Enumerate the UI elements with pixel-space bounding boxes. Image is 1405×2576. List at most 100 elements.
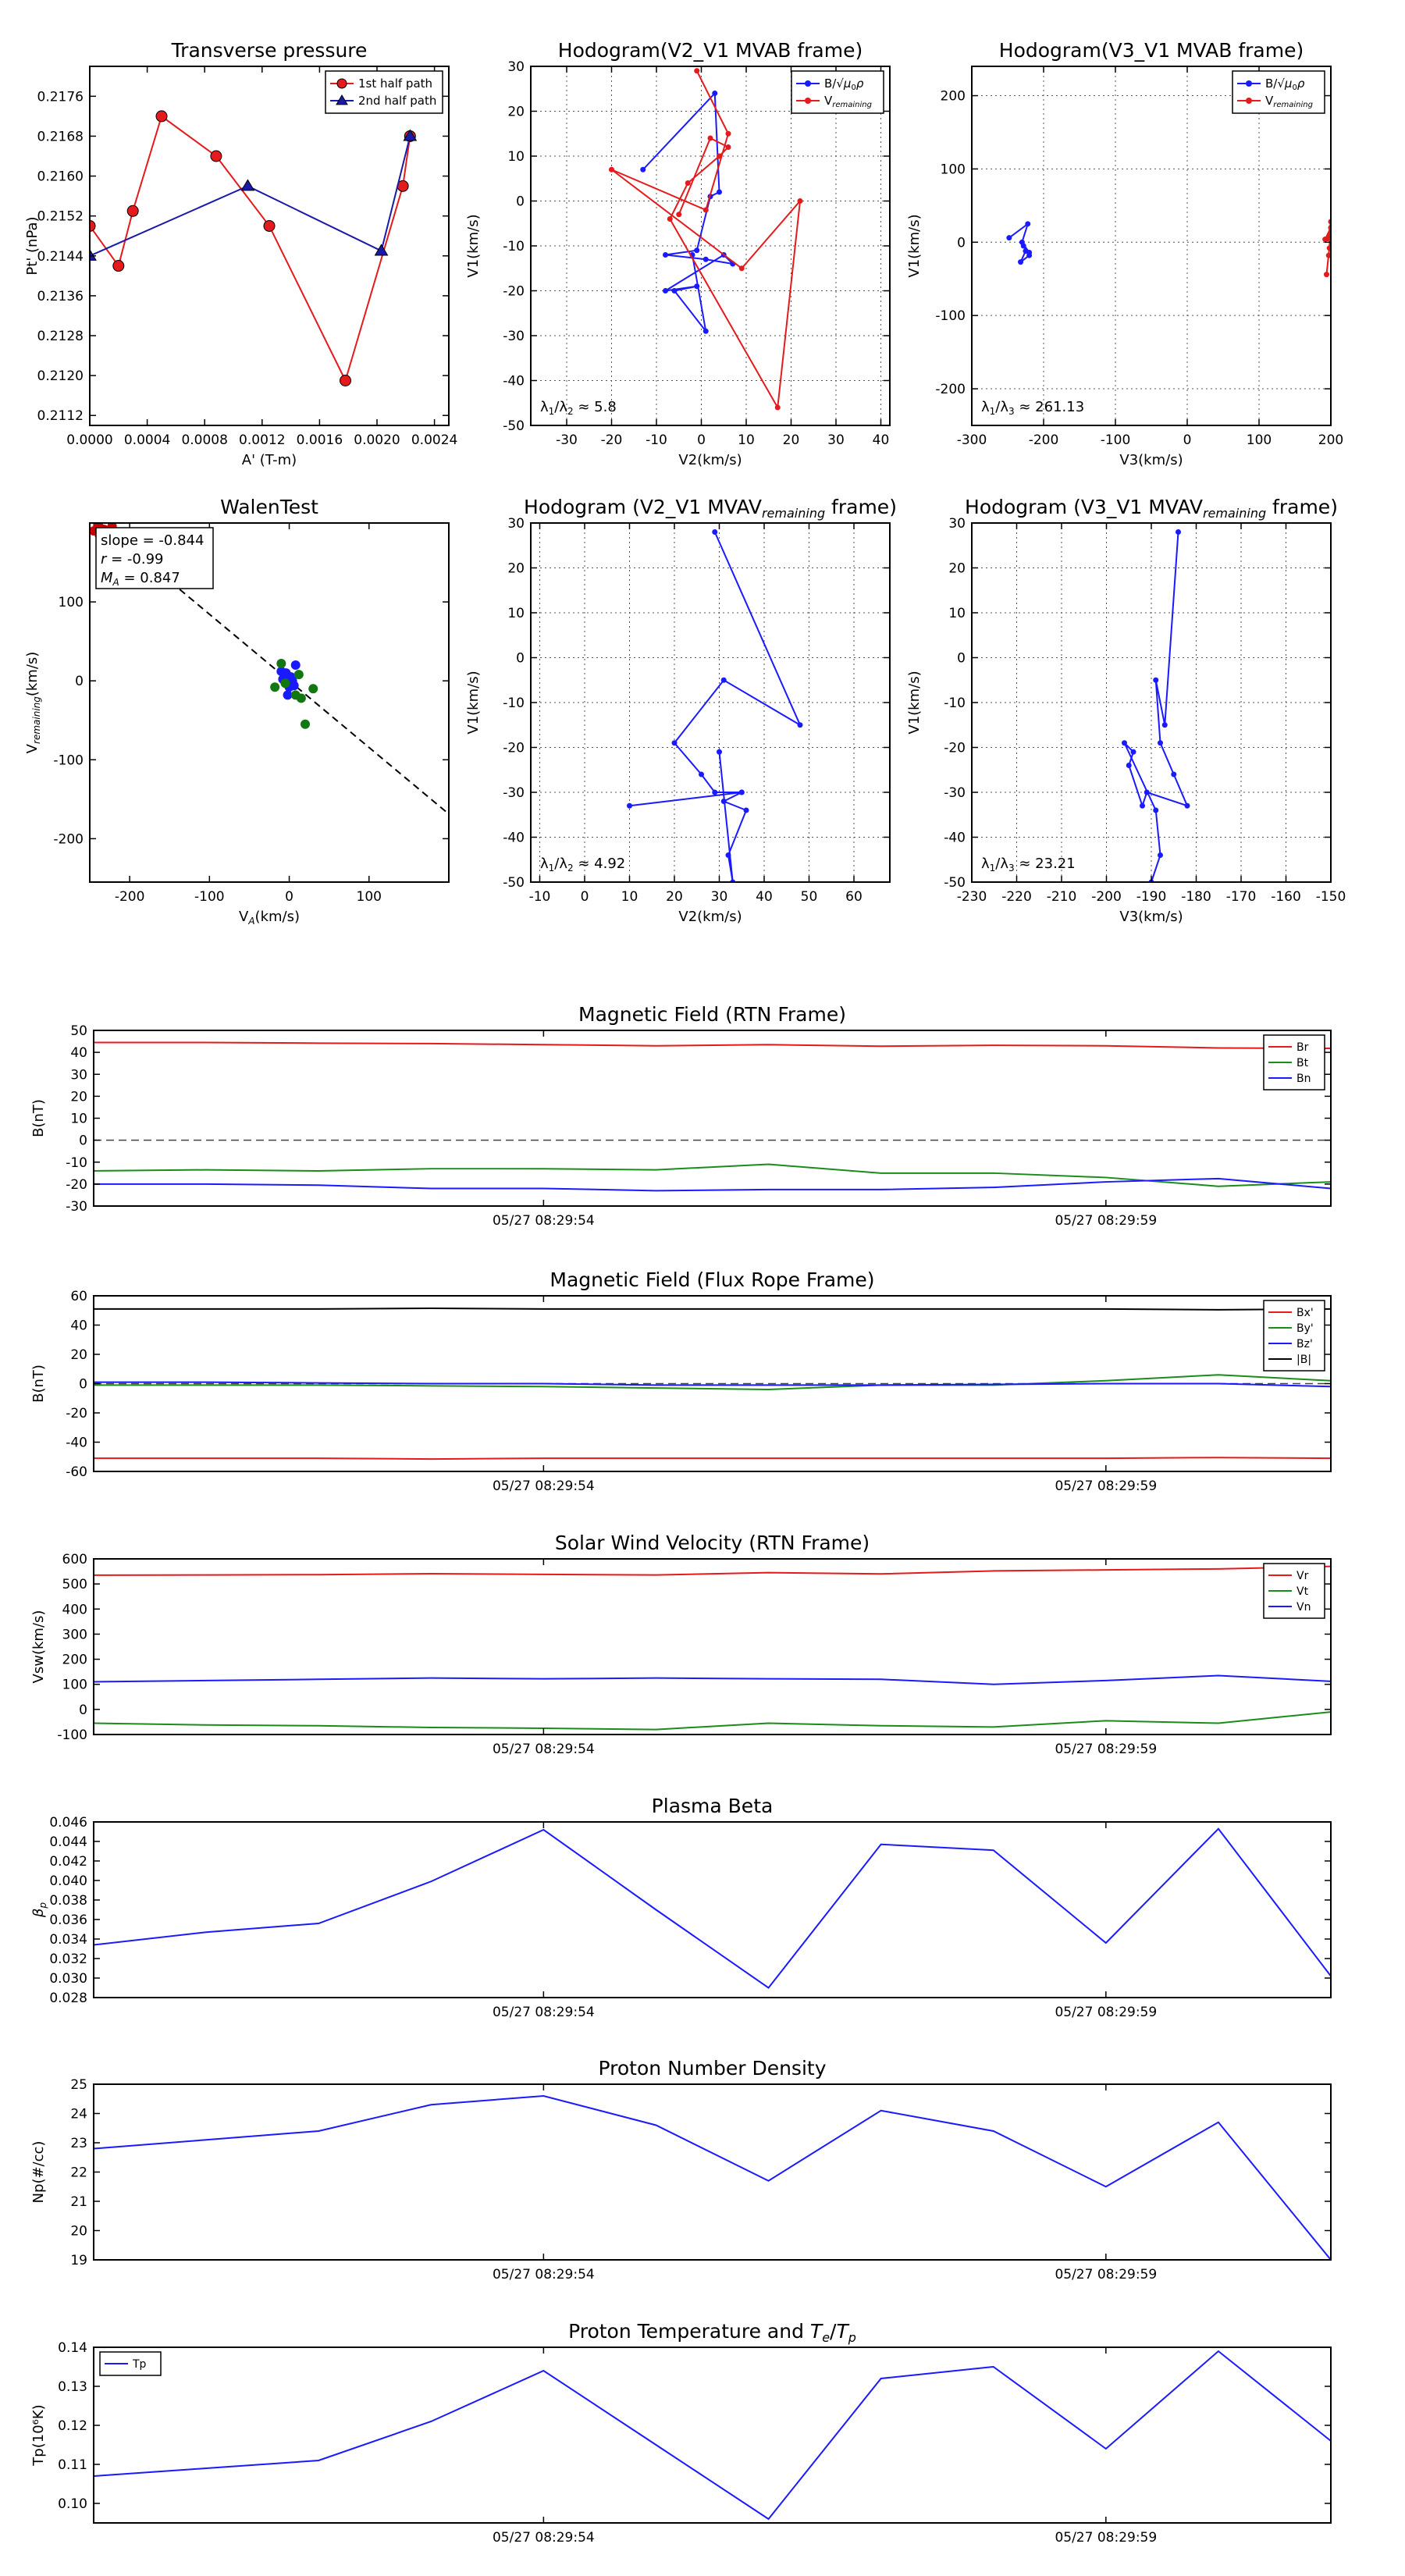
y-tick-label: 0 (516, 194, 525, 210)
y-tick-label: 20 (70, 1089, 87, 1105)
stats-box (95, 527, 214, 589)
data-point (293, 670, 304, 680)
series-bt-line (94, 1163, 1331, 1187)
y-tick-label: 21 (70, 2194, 87, 2210)
y-tick-label: 0.040 (49, 1873, 87, 1889)
x-tick-label: -170 (1226, 889, 1257, 905)
y-axis-label: Tp(10⁶K) (30, 2404, 47, 2466)
chart-t4: 05/27 08:29:54 05/27 08:29:59 0.028 0.030 0.… (30, 1795, 1332, 2020)
chart-t5: 05/27 08:29:54 05/27 08:29:59 19 20 21 22 23 24… (30, 2057, 1332, 2282)
data-point (1023, 248, 1029, 254)
y-tick-label: -20 (503, 284, 525, 300)
data-point (1140, 802, 1145, 809)
y-tick-label: 22 (70, 2165, 87, 2181)
y-tick-label: 0 (75, 674, 84, 689)
legend: 1st half path 2nd half path (325, 70, 443, 114)
legend-entry: Vt (1297, 1585, 1309, 1598)
x-axis-label: V2(km/s) (678, 452, 742, 468)
series-vremaining-line (610, 70, 802, 411)
y-tick-label: -40 (503, 831, 525, 846)
x-tick-label: 0.0012 (239, 432, 285, 448)
x-tick-label: 200 (1318, 432, 1343, 448)
x-tick-label: -160 (1271, 889, 1301, 905)
data-point (797, 198, 803, 204)
y-axis-label: Vsw(km/s) (30, 1610, 47, 1684)
grid-lines (531, 66, 890, 426)
chart-p6: -230 -220 -210 -200 -190 -180 -170 -160 -150-50-… (906, 496, 1346, 925)
x-axis-label: V3(km/s) (1119, 452, 1183, 468)
x-tick-label: 0.0008 (181, 432, 227, 448)
data-point (663, 252, 668, 258)
legend-entry: Bz' (1297, 1338, 1313, 1350)
x-tick-label: 0 (581, 889, 589, 905)
x-tick-label: 0 (285, 889, 293, 905)
y-tick-label: -100 (53, 753, 84, 768)
y-tick-label: 20 (507, 561, 525, 577)
data-point (725, 852, 731, 858)
legend-entry: 2nd half path (358, 94, 436, 108)
y-tick-label: 100 (59, 595, 84, 610)
y-tick-label: 10 (70, 1112, 87, 1127)
series-group (1006, 219, 1331, 278)
legend: Br Bt Bn (1263, 1034, 1325, 1091)
x-tick-label: 100 (357, 889, 382, 905)
data-point (276, 667, 286, 677)
legend-entry: Vn (1297, 1601, 1311, 1614)
data-point (720, 799, 727, 804)
eigenvalue-ratio-label: λ1/λ3 ≈ 23.21 (981, 856, 1076, 873)
y-tick-label: -40 (66, 1436, 87, 1451)
stats-line: slope = -0.844 (101, 532, 204, 549)
y-tick-label: -10 (503, 696, 525, 711)
y-axis-label: Np(#/cc) (30, 2141, 47, 2204)
x-tick-label: 50 (801, 889, 818, 905)
y-axis-label: V1(km/s) (906, 671, 923, 734)
legend: Tp (99, 2351, 162, 2376)
y-tick-label: -50 (944, 875, 966, 891)
x-tick-label: 0.0016 (297, 432, 343, 448)
chart-t6: 05/27 08:29:54 05/27 08:29:59 0.10 0.11 0.12… (30, 2320, 1332, 2546)
y-tick-label: -30 (503, 329, 525, 344)
x-tick-label: 30 (827, 432, 845, 448)
x-tick-label: 05/27 08:29:59 (1055, 2005, 1157, 2020)
y-tick-label: 40 (70, 1318, 87, 1334)
y-tick-label: 23 (70, 2136, 87, 2151)
y-tick-label: 20 (70, 1347, 87, 1363)
eigenvalue-ratio-label: λ1/λ2 ≈ 5.8 (540, 399, 617, 417)
x-tick-label: 40 (756, 889, 773, 905)
x-tick-label: 05/27 08:29:59 (1055, 1478, 1157, 1494)
data-point (286, 673, 297, 683)
plot-frame (93, 2083, 1332, 2261)
series-tp-line (94, 2350, 1331, 2521)
data-point (155, 110, 168, 123)
y-tick-label: 0.11 (58, 2457, 87, 2473)
y-tick-label: 100 (941, 162, 966, 177)
x-tick-label: 40 (873, 432, 890, 448)
data-point (403, 129, 418, 141)
chart-p3: -300 -200 -100 0 100 200 -200 -100 0 100 200 Hodogr… (906, 39, 1343, 468)
series-group (94, 2094, 1331, 2260)
y-tick-label: -20 (66, 1177, 87, 1193)
data-point (1176, 529, 1181, 535)
series-group (94, 2350, 1331, 2521)
y-tick-label: 10 (507, 606, 525, 621)
y-tick-label: 0.046 (49, 1815, 87, 1831)
x-tick-label: -200 (1029, 432, 1059, 448)
legend-entry: Vr (1297, 1570, 1309, 1582)
series-by-line (94, 1374, 1331, 1391)
x-tick-label: 05/27 08:29:54 (493, 2005, 595, 2020)
data-point (725, 144, 731, 150)
data-point (738, 265, 745, 272)
y-tick-label: 0.2120 (37, 368, 84, 384)
y-tick-label: 10 (507, 149, 525, 165)
x-tick-label: 05/27 08:29:54 (493, 1478, 595, 1494)
x-tick-label: 05/27 08:29:54 (493, 1742, 595, 1757)
legend-entry: Tp (132, 2358, 147, 2371)
data-point (1161, 722, 1168, 728)
series-np-line (94, 2094, 1331, 2260)
y-tick-label: -10 (944, 696, 966, 711)
y-tick-label: -40 (944, 831, 966, 846)
y-tick-label: 20 (507, 105, 525, 120)
data-point (1322, 237, 1329, 243)
chart-p4: -200 -100 0 100 -200 -100 0 100 WalenTest VA(km/s… (24, 496, 450, 927)
